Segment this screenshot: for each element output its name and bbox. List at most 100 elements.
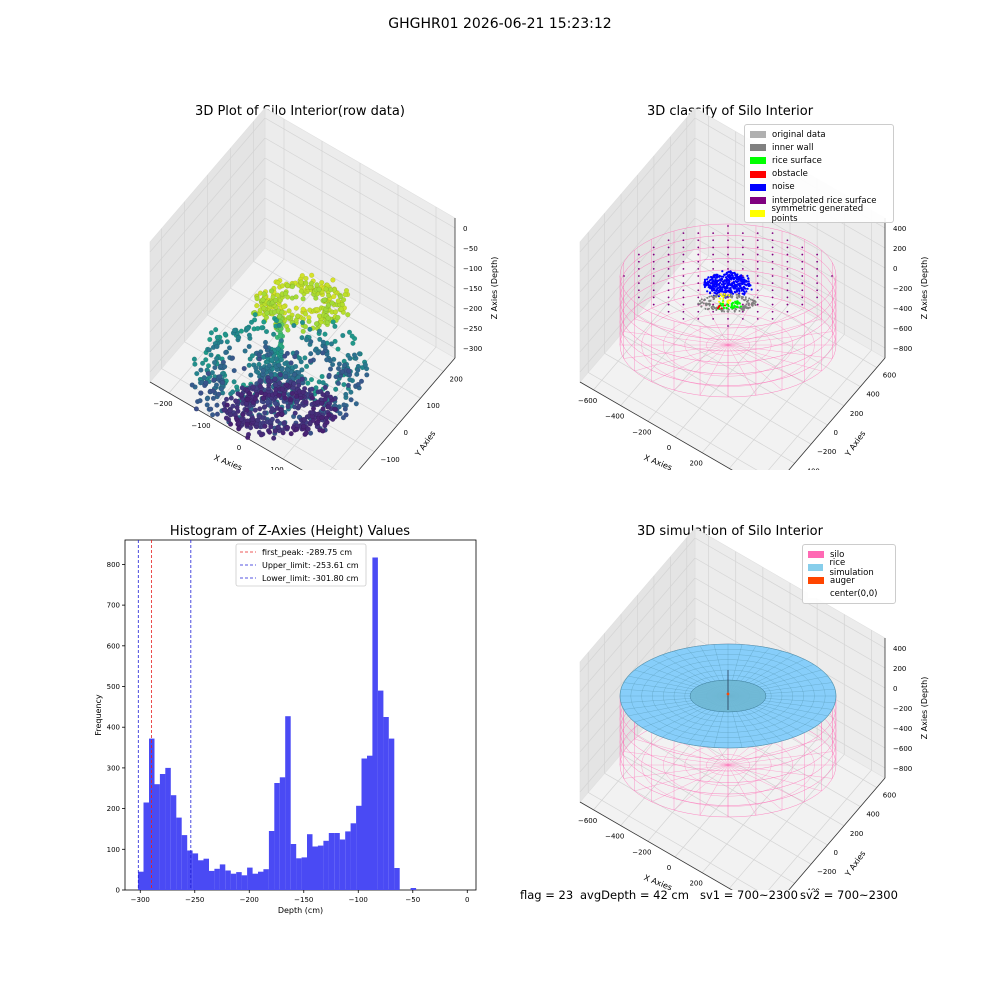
histogram-y-tick-label: 500 [107, 683, 120, 691]
classify-noise-point [746, 287, 749, 290]
classify-silo-spoke [727, 344, 805, 382]
classify-inner-wall-point [738, 310, 741, 312]
raw-point [283, 374, 289, 380]
classify-noise-point [725, 276, 728, 279]
classify-interpolated-point [652, 275, 655, 277]
raw-point [303, 399, 309, 405]
raw-point [267, 429, 273, 435]
raw-point [228, 421, 234, 427]
raw-point [245, 396, 251, 402]
sim-z-tick-label: −600 [893, 745, 912, 753]
histogram-plot-area [124, 539, 477, 891]
histogram-bar [198, 860, 204, 890]
raw-point [262, 339, 269, 345]
raw-point [309, 272, 315, 278]
classify-noise-point [721, 286, 724, 289]
raw-point [320, 428, 326, 434]
classify-interpolated-point [667, 239, 670, 242]
classify-noise-point [734, 291, 737, 294]
classify-noise-point [731, 285, 735, 288]
classify-y-tick-label: −200 [817, 448, 836, 456]
raw-point [266, 363, 272, 369]
classify-interpolated-point [771, 303, 774, 306]
raw-point [355, 381, 361, 388]
classify-noise-point [735, 281, 738, 284]
classify-noise-point [715, 285, 718, 288]
raw-point [213, 327, 219, 333]
classify-interpolated-point [697, 289, 700, 292]
classify-inner-wall-point [713, 307, 716, 310]
classify-noise-point [722, 280, 725, 284]
classify-noise-point [703, 285, 706, 289]
classify-rice-surface-point [719, 302, 722, 305]
sim-x-axis-line [579, 801, 733, 890]
classify-interpolated-point [697, 253, 700, 256]
classify-inner-wall-points [697, 293, 757, 313]
classify-interpolated-point [786, 253, 789, 256]
classify-inner-wall-point [723, 310, 726, 313]
sim-legend-swatch [808, 564, 824, 572]
raw-point [285, 282, 291, 289]
classify-interpolated-point [801, 303, 804, 306]
raw-point [324, 419, 330, 425]
raw-point [254, 392, 260, 398]
classify-interpolated-point [756, 267, 759, 270]
sim-y-tick-label: 0 [834, 849, 838, 857]
classify-interpolated-point [741, 267, 744, 270]
classify-interpolated-point [771, 267, 774, 270]
classify-interpolated-point [712, 232, 715, 235]
raw-point [228, 395, 234, 401]
raw-point [319, 373, 325, 380]
histogram-x-tick-label: 0 [465, 896, 469, 904]
classify-interpolated-point [771, 246, 774, 249]
classify-y-tick-label: 400 [866, 391, 879, 399]
classify-silo-spoke [727, 344, 783, 391]
classify-noise-point [738, 282, 741, 285]
classify-interpolated-point [712, 303, 715, 306]
classify-rice-surface-point [727, 305, 730, 308]
raw-point [238, 328, 244, 334]
histogram-bar [176, 817, 182, 890]
raw-point [252, 312, 258, 318]
raw-point [330, 362, 336, 368]
classify-noise-point [708, 286, 711, 289]
raw-point [305, 426, 311, 432]
classify-noise-point [728, 276, 731, 279]
histogram-bar [279, 777, 286, 890]
raw-grid-z [264, 157, 456, 269]
classify-inner-wall-point [751, 304, 754, 307]
raw-point [229, 355, 236, 361]
histogram-bar [290, 844, 297, 890]
raw-point [320, 392, 326, 398]
panel-simulation-3d: 3D simulation of Silo Interior −600 −400−… [530, 520, 930, 890]
raw-x-tick-label: 0 [237, 444, 241, 452]
classify-interpolated-point [801, 275, 804, 277]
histogram-bar [203, 858, 209, 890]
classify-inner-wall-point [716, 294, 719, 297]
classify-interpolated-point [682, 275, 685, 277]
raw-point [302, 311, 309, 317]
raw-y-tick-label: 200 [450, 375, 463, 383]
raw-point [291, 372, 298, 378]
sim-silo-spoke [634, 738, 729, 766]
sim-y-tick-label: 200 [850, 830, 863, 838]
classify-noise-point [727, 289, 730, 292]
raw-point [256, 352, 262, 358]
raw-point [272, 297, 279, 303]
raw-grid-z [149, 217, 266, 353]
raw-point [274, 292, 281, 298]
classify-interpolated-point [712, 239, 715, 242]
raw-grid-z [149, 137, 266, 273]
raw-point [295, 313, 301, 319]
classify-interpolated-point [682, 253, 685, 256]
classify-noise-point [716, 289, 719, 292]
classify-inner-wall-point [748, 297, 751, 300]
classify-grid-y [620, 333, 812, 445]
raw-y-axis-label: Y Axies [413, 429, 438, 459]
raw-point [287, 397, 293, 403]
histogram-bar [394, 868, 400, 890]
raw-point [189, 382, 195, 388]
raw-point [285, 425, 291, 431]
raw-point [207, 336, 213, 343]
raw-point [294, 426, 300, 432]
